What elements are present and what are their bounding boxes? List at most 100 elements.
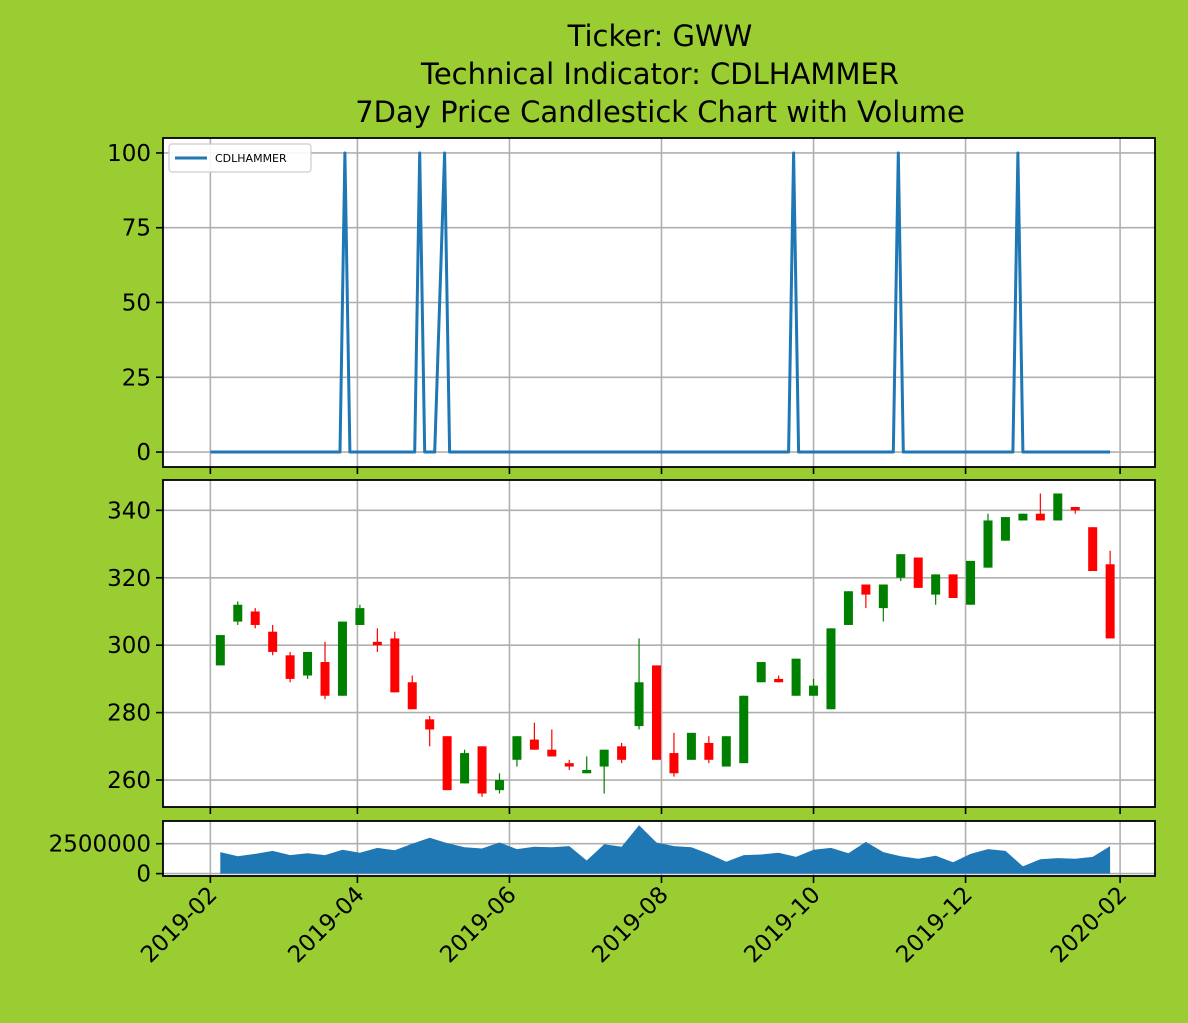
candle-body [233, 604, 243, 622]
candle-body [634, 682, 644, 727]
candle [983, 513, 993, 568]
candle [564, 759, 574, 770]
title-line-indicator: Technical Indicator: CDLHAMMER [420, 57, 899, 91]
candle [285, 651, 295, 683]
candle [529, 722, 539, 750]
candle [1070, 506, 1080, 514]
candle-body [460, 753, 470, 784]
candle [250, 608, 260, 629]
title-line-description: 7Day Price Candlestick Chart with Volume [355, 95, 965, 129]
candle [407, 675, 417, 710]
candle [931, 574, 941, 605]
candle [774, 675, 784, 683]
indicator-legend: CDLHAMMER [168, 143, 312, 173]
candle-body [1105, 564, 1115, 639]
candle-body [407, 682, 417, 710]
candle [652, 665, 662, 760]
volume-panel: 0 2500000 [49, 820, 1156, 888]
x-axis: 2019-02 2019-04 2019-06 2019-08 2019-10 2019-… [136, 882, 1132, 968]
candle [1000, 517, 1010, 541]
candle-body [442, 736, 452, 791]
candle-body [931, 574, 941, 595]
candle [355, 604, 365, 625]
candle-body [355, 608, 365, 625]
indicator-panel: 0 25 50 75 100 CDLHAMMER [107, 137, 1156, 474]
candle [320, 641, 330, 700]
x-tick-label: 2019-10 [739, 882, 825, 968]
candle-body [1088, 527, 1098, 572]
candle [599, 749, 609, 794]
candle [372, 628, 382, 652]
indicator-line [210, 151, 1111, 454]
candle [442, 736, 452, 791]
x-tick-label: 2019-06 [435, 882, 521, 968]
candle [948, 574, 958, 598]
indicator-frame [162, 137, 1156, 468]
indicator-ytick-label: 75 [122, 216, 151, 242]
indicator-ytick-label: 0 [136, 440, 151, 466]
x-tick-label: 2019-08 [587, 882, 673, 968]
candle [669, 732, 679, 777]
candle [512, 736, 522, 767]
candle-body [826, 628, 836, 710]
volume-ytick-label: 0 [136, 862, 151, 888]
candle [425, 715, 435, 747]
x-tick-label: 2020-02 [1046, 882, 1132, 968]
candle-body [774, 678, 784, 683]
candle [1053, 493, 1063, 521]
candle-body [529, 739, 539, 750]
x-tick-label: 2019-04 [283, 882, 369, 968]
candle [791, 658, 801, 696]
volume-area [220, 825, 1111, 874]
candle [861, 584, 871, 609]
chart-title: Ticker: GWW Technical Indicator: CDLHAMM… [355, 19, 965, 129]
candle [739, 695, 749, 764]
candle [878, 584, 888, 622]
candle-body [913, 557, 923, 588]
candle [896, 554, 906, 582]
candle-body [320, 662, 330, 696]
price-ytick-label: 320 [107, 566, 151, 592]
indicator-ytick-label: 50 [122, 291, 151, 317]
candle [215, 635, 225, 666]
candle [686, 732, 696, 760]
price-panel: 260 280 300 320 340 [107, 479, 1156, 814]
candle-body [250, 611, 260, 625]
candle-body [843, 591, 853, 625]
candle-body [617, 746, 627, 760]
candle-body [285, 655, 295, 679]
candle-body [1000, 517, 1010, 541]
candle-body [390, 638, 400, 693]
title-line-ticker: Ticker: GWW [567, 19, 753, 53]
candle-body [372, 641, 382, 646]
candle-body [1018, 513, 1028, 521]
x-tick-label: 2019-12 [891, 882, 977, 968]
candle [1018, 513, 1028, 521]
candle-body [337, 621, 347, 696]
candle-body [1035, 513, 1045, 521]
volume-frame [162, 820, 1156, 877]
candle [826, 628, 836, 710]
candle-body [582, 769, 592, 774]
candle-body [215, 635, 225, 666]
candle-body [878, 584, 888, 609]
candle-body [303, 651, 313, 676]
candle [268, 624, 278, 656]
candle [634, 638, 644, 730]
candle-body [1070, 506, 1080, 511]
candle [809, 678, 819, 696]
candle-body [966, 560, 976, 605]
candle-body [948, 574, 958, 598]
x-tick-label: 2019-02 [136, 882, 222, 968]
candle-body [547, 749, 557, 757]
candle-body [477, 746, 487, 794]
candle-body [652, 665, 662, 760]
candle-body [425, 719, 435, 730]
candle [966, 560, 976, 605]
candle [494, 773, 504, 794]
candle [337, 621, 347, 696]
candle [303, 651, 313, 679]
volume-ytick-label: 2500000 [49, 832, 151, 858]
price-ytick-label: 280 [107, 701, 151, 727]
